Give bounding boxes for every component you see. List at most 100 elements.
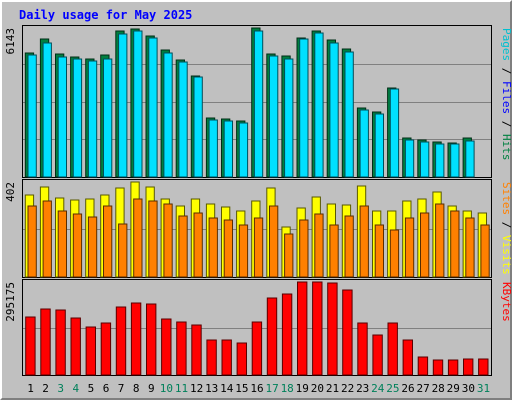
day-label: 13 (205, 382, 218, 395)
day-label: 29 (447, 382, 460, 395)
bar-kbytes (357, 322, 368, 376)
bar-sites (57, 210, 68, 278)
bar-files (178, 61, 188, 178)
bar-files (344, 51, 354, 178)
bar-kbytes (432, 359, 444, 376)
bar-sites (193, 212, 203, 278)
bar-sites (223, 219, 233, 278)
day-label: 26 (401, 382, 414, 395)
bar-kbytes (40, 308, 51, 376)
bar-kbytes (176, 321, 187, 376)
legend-label: / (500, 215, 512, 235)
bar-kbytes (297, 281, 308, 376)
bar-files (253, 30, 264, 178)
day-label: 20 (311, 382, 324, 395)
bar-sites (133, 198, 143, 278)
bar-files (420, 141, 430, 178)
bar-files (148, 37, 158, 178)
day-label: 28 (432, 382, 445, 395)
day-label: 2 (42, 382, 49, 395)
bar-sites (344, 215, 354, 278)
bar-files (87, 60, 98, 178)
bar-files (374, 113, 385, 178)
bar-sites (480, 224, 490, 278)
legend-top: Pages / Files / Hits (500, 28, 512, 161)
bar-kbytes (206, 339, 217, 376)
bar-files (193, 76, 203, 178)
bar-sites (299, 219, 309, 278)
legend-label: Sites (500, 182, 512, 215)
legend-label: Visits (500, 235, 512, 275)
day-label: 25 (386, 382, 399, 395)
bar-sites (450, 210, 460, 278)
legend-label: Pages (500, 28, 512, 61)
legend-label: Hits (500, 134, 512, 161)
day-label: 5 (88, 382, 95, 395)
axis-max-label-bottom: 295175 (4, 282, 17, 322)
bar-sites (163, 203, 173, 278)
bar-kbytes (130, 302, 142, 376)
day-label: 18 (281, 382, 294, 395)
day-label: 23 (356, 382, 369, 395)
bar-sites (465, 217, 475, 278)
bar-kbytes (281, 293, 293, 376)
bar-kbytes (251, 321, 263, 376)
bar-sites (374, 224, 385, 278)
bar-files (42, 42, 52, 178)
bar-kbytes (327, 282, 338, 376)
bar-sites (389, 229, 400, 278)
bar-kbytes (417, 356, 429, 376)
legend-label: / (500, 61, 512, 81)
bar-kbytes (191, 324, 202, 376)
bar-files (299, 38, 309, 178)
bar-sites (435, 203, 445, 278)
bar-files (329, 42, 339, 178)
bar-kbytes (85, 326, 96, 376)
bar-files (314, 32, 324, 178)
bar-sites (404, 217, 415, 278)
bar-files (269, 55, 279, 178)
bar-kbytes (146, 303, 157, 376)
day-label: 17 (265, 382, 278, 395)
bar-sites (72, 213, 83, 278)
bar-files (450, 143, 460, 178)
bar-sites (269, 205, 279, 278)
day-label: 6 (103, 382, 110, 395)
bar-sites (148, 200, 158, 278)
day-label: 15 (235, 382, 248, 395)
bar-kbytes (402, 339, 414, 376)
day-label: 16 (250, 382, 263, 395)
bar-files (238, 122, 249, 178)
bar-files (465, 140, 475, 178)
bar-files (223, 120, 233, 178)
legend-label: Files (500, 81, 512, 114)
bar-sites (178, 215, 188, 278)
day-label: 21 (326, 382, 339, 395)
legend-label: KBytes (500, 282, 512, 322)
bar-kbytes (463, 358, 474, 376)
bar-files (208, 119, 218, 178)
bar-sites (314, 213, 324, 278)
legend-label: / (500, 114, 512, 134)
bar-kbytes (25, 316, 36, 376)
day-label: 30 (462, 382, 475, 395)
bar-files (163, 52, 173, 178)
day-label: 7 (118, 382, 125, 395)
bar-files (57, 56, 68, 178)
bar-files (72, 58, 83, 178)
bar-kbytes (447, 359, 459, 376)
bar-sites (284, 233, 294, 278)
bar-sites (238, 224, 249, 278)
bar-sites (27, 205, 37, 278)
bar-sites (42, 200, 52, 278)
bar-files (359, 109, 369, 178)
legend-bottom: KBytes (500, 282, 512, 322)
bar-files (404, 139, 415, 178)
bar-files (435, 143, 445, 178)
day-label: 1 (27, 382, 34, 395)
bar-kbytes (478, 358, 489, 376)
day-label: 11 (175, 382, 188, 395)
bar-kbytes (266, 297, 278, 376)
day-label: 4 (72, 382, 79, 395)
chart-title: Daily usage for May 2025 (19, 8, 192, 22)
